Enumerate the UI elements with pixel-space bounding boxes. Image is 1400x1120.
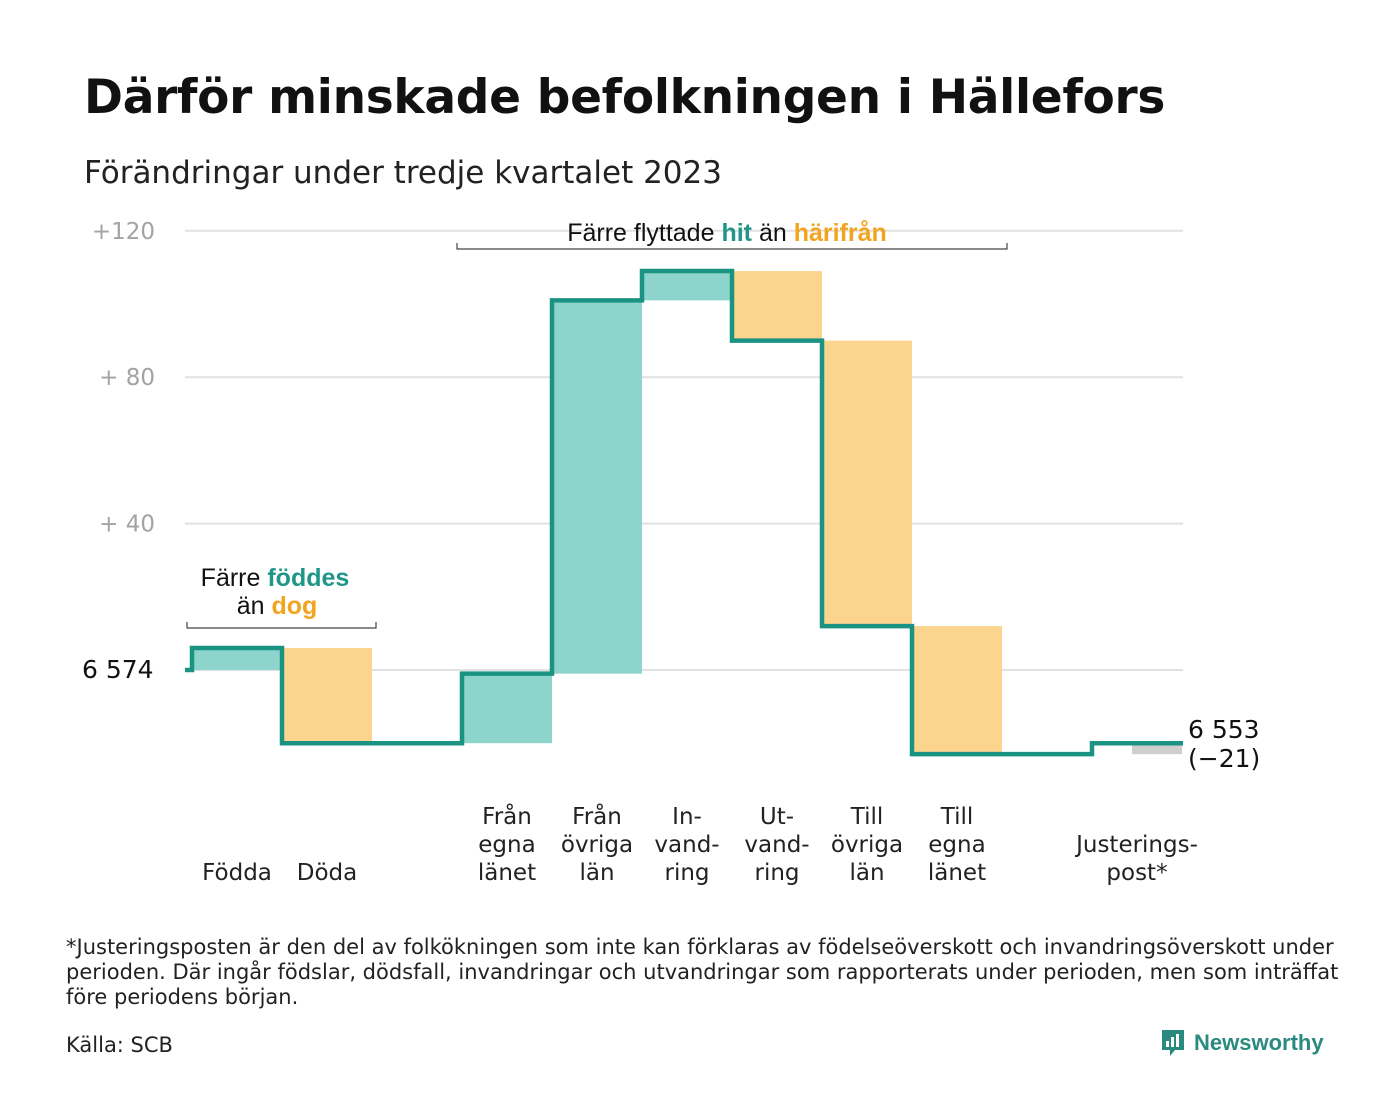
annotation-highlight-teal: hit [721, 219, 752, 247]
annotation-text: Färre [201, 564, 261, 592]
category-label-till_egna_lanet: egna [928, 832, 985, 858]
migration-annotation: Färre flyttade hit än härifrån [456, 219, 1008, 250]
y-tick-label: +120 [92, 219, 155, 245]
brand-logo: Newsworthy [1160, 1028, 1324, 1058]
category-label-fran_ovriga_lan: Från [572, 802, 622, 830]
annotation-births-line1: Färre föddes [201, 564, 350, 592]
end-change-label: (−21) [1188, 744, 1260, 773]
chart-title: Därför minskade befolkningen i Hällefors [84, 70, 1166, 125]
bar-invandring [642, 271, 732, 301]
births-deaths-annotation: Färre föddes än dog [186, 564, 377, 629]
bar-layer [192, 271, 1182, 755]
chart-subtitle: Förändringar under tredje kvartalet 2023 [84, 155, 722, 191]
end-value-label: 6 553 [1188, 715, 1260, 744]
category-label-till_ovriga_lan: län [849, 860, 884, 886]
footnote: *Justeringsposten är den del av folkökni… [66, 935, 1339, 1009]
category-label-utvandring: vand- [744, 832, 809, 858]
category-label-utvandring: Ut- [760, 804, 794, 830]
bar-till_egna_lanet [912, 626, 1002, 755]
category-label-fran_egna_lanet: länet [478, 860, 536, 886]
bar-fran_egna_lanet [462, 673, 552, 744]
bar-doda [282, 648, 372, 744]
category-label-invandring: In- [672, 804, 702, 830]
bar-till_ovriga_lan [822, 340, 912, 627]
annotation-migration-text: Färre flyttade hit än härifrån [567, 219, 887, 247]
category-label-till_egna_lanet: länet [928, 860, 986, 886]
annotation-text: Färre flyttade [567, 219, 714, 247]
annotation-highlight-orange: härifrån [794, 219, 887, 247]
category-label-till_ovriga_lan: Till [850, 804, 884, 830]
annotation-text: än [759, 219, 787, 247]
category-label-fran_ovriga_lan: län [579, 860, 614, 886]
annotation-text: än [237, 592, 265, 620]
brand-name: Newsworthy [1194, 1030, 1324, 1055]
category-label-justeringspost: Justerings- [1074, 832, 1198, 858]
y-tick-label: + 80 [99, 365, 155, 391]
bar-fodda [192, 648, 282, 670]
category-label-doda: Döda [297, 860, 357, 886]
annotation-highlight-teal: föddes [267, 564, 349, 592]
cumulative-step-line [185, 268, 1183, 757]
bar-justeringspost [1132, 743, 1182, 755]
category-label-invandring: ring [664, 860, 709, 886]
annotation-births-line2: än dog [237, 592, 318, 620]
category-label-fran_egna_lanet: Från [482, 802, 532, 830]
y-tick-label: + 40 [99, 512, 155, 538]
category-label-till_ovriga_lan: övriga [831, 832, 903, 858]
category-label-invandring: vand- [654, 832, 719, 858]
migration-bracket [456, 243, 1008, 250]
category-label-fran_ovriga_lan: övriga [561, 832, 633, 858]
bar-utvandring [732, 271, 822, 341]
annotation-highlight-orange: dog [271, 592, 317, 620]
newsworthy-logo-icon [1162, 1030, 1184, 1056]
bar-fran_ovriga_lan [552, 300, 642, 674]
category-label-justeringspost: post* [1106, 860, 1167, 886]
category-label-fodda: Födda [202, 860, 272, 886]
line-layer [185, 268, 1183, 757]
category-label-fran_egna_lanet: egna [478, 832, 535, 858]
births-deaths-bracket [186, 622, 377, 629]
source-credit: Källa: SCB [66, 1033, 173, 1057]
category-label-till_egna_lanet: Till [940, 804, 974, 830]
category-label-utvandring: ring [754, 860, 799, 886]
start-value-label: 6 574 [82, 655, 154, 684]
